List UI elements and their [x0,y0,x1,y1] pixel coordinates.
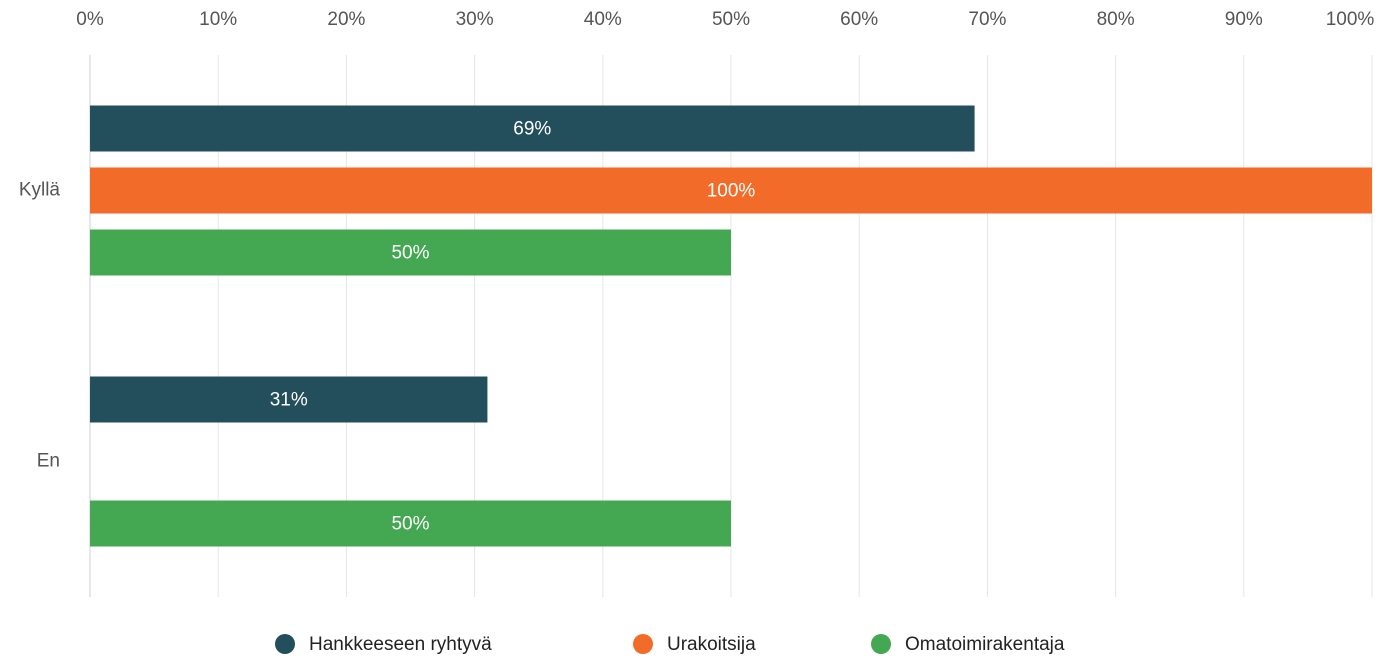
bar [90,229,731,276]
legend-label: Urakoitsija [667,634,756,655]
legend-marker [871,634,891,654]
legend-marker [633,634,653,654]
x-tick-label: 60% [840,9,878,30]
data-label: 69% [513,119,551,140]
x-tick-label: 10% [199,9,237,30]
x-tick-label: 20% [327,9,365,30]
x-tick-label: 40% [584,9,622,30]
bar [90,376,488,423]
data-label: 50% [391,243,429,264]
bar [90,105,975,152]
x-tick-label: 90% [1225,9,1263,30]
x-tick-label: 0% [76,9,104,30]
legend-label: Hankkeeseen ryhtyvä [309,634,492,655]
x-tick-label: 70% [968,9,1006,30]
data-label: 100% [707,181,756,202]
legend-label: Omatoimirakentaja [905,634,1065,655]
bar [90,167,1372,214]
y-tick-label: Kyllä [19,180,61,201]
bar [90,500,731,547]
x-tick-label: 80% [1097,9,1135,30]
x-tick-label: 100% [1326,9,1375,30]
data-label: 50% [391,514,429,535]
y-tick-label: En [37,451,60,472]
x-tick-label: 50% [712,9,750,30]
x-tick-label: 30% [456,9,494,30]
legend-marker [275,634,295,654]
data-label: 31% [270,390,308,411]
